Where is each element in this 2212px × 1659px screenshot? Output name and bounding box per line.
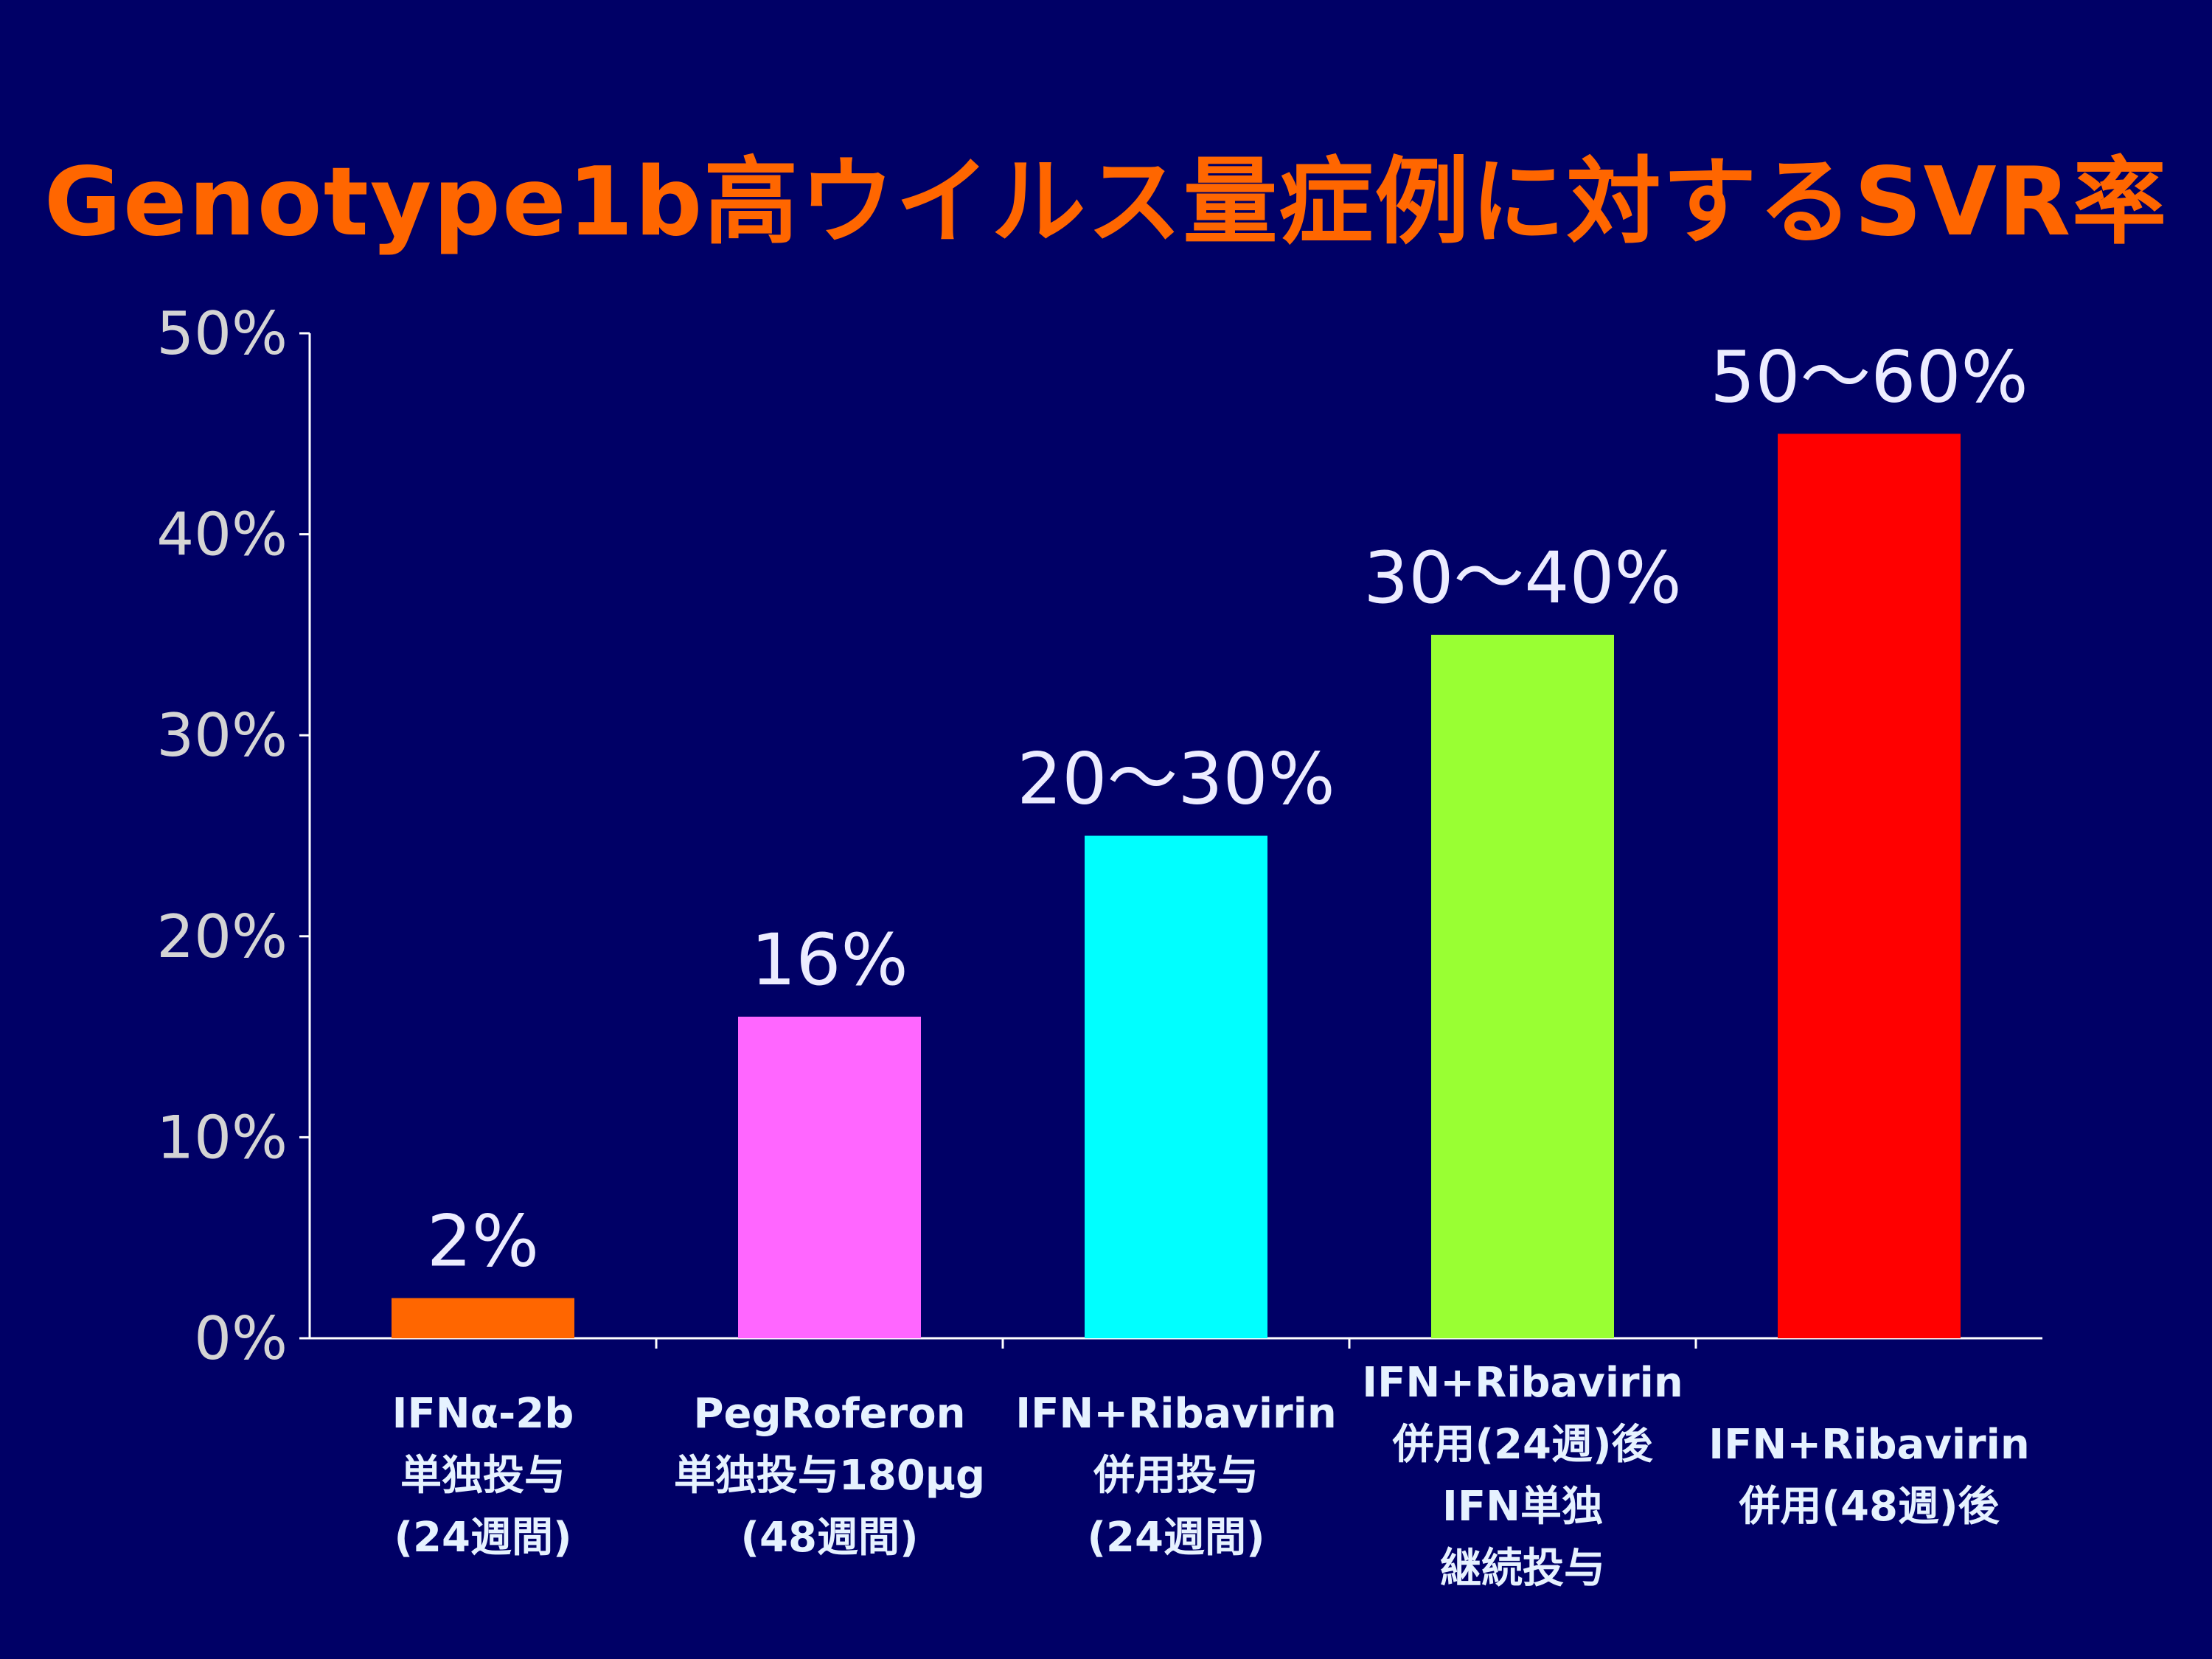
y-tick-label: 30% <box>156 701 288 770</box>
category-label: PegRoferon <box>693 1390 965 1438</box>
y-tick-label: 50% <box>156 299 288 368</box>
category-label: IFN+Ribavirin <box>1015 1390 1336 1438</box>
bars <box>392 434 1961 1338</box>
category-label: 単独投与180μg <box>674 1452 985 1500</box>
category-label: 単独投与 <box>400 1452 566 1500</box>
chart-title: Genotype1b高ウイルス量症例に対するSVR率 <box>44 147 2168 257</box>
bar-value-label: 2% <box>427 1200 539 1282</box>
category-label: IFN+Ribavirin <box>1362 1359 1683 1407</box>
y-tick-label: 0% <box>194 1304 288 1373</box>
bar <box>392 1298 574 1338</box>
y-tick-label: 20% <box>156 902 288 971</box>
category-label: IFN単独 <box>1442 1483 1603 1531</box>
category-label: (48週間) <box>740 1514 918 1562</box>
bar-value-label: 30～40% <box>1363 537 1682 619</box>
bar-value-label: 20～30% <box>1017 738 1335 821</box>
labels: 0% 10% 20% 30% 40% 50% 2% IFNα-2b 単独投与 (24週間) 16% P… <box>156 299 2030 1593</box>
bar-value-label: 16% <box>751 919 908 1001</box>
y-tick-label: 40% <box>156 501 288 569</box>
bar <box>738 1016 921 1338</box>
category-label: 併用投与 <box>1093 1452 1259 1500</box>
category-label: (24週間) <box>394 1514 571 1562</box>
bar-value-label: 50～60% <box>1710 335 2028 418</box>
category-label: 継続投与 <box>1440 1545 1605 1593</box>
category-label: IFN+Ribavirin <box>1708 1421 2029 1469</box>
category-label: IFNα-2b <box>392 1390 574 1438</box>
bar <box>1431 634 1614 1338</box>
bar <box>1778 434 1961 1338</box>
y-tick-label: 10% <box>156 1103 288 1172</box>
category-label: 併用(48週)後 <box>1738 1483 2000 1531</box>
category-label: (24週間) <box>1087 1514 1265 1562</box>
bar <box>1085 835 1267 1338</box>
category-label: 併用(24週)後 <box>1391 1421 1653 1469</box>
